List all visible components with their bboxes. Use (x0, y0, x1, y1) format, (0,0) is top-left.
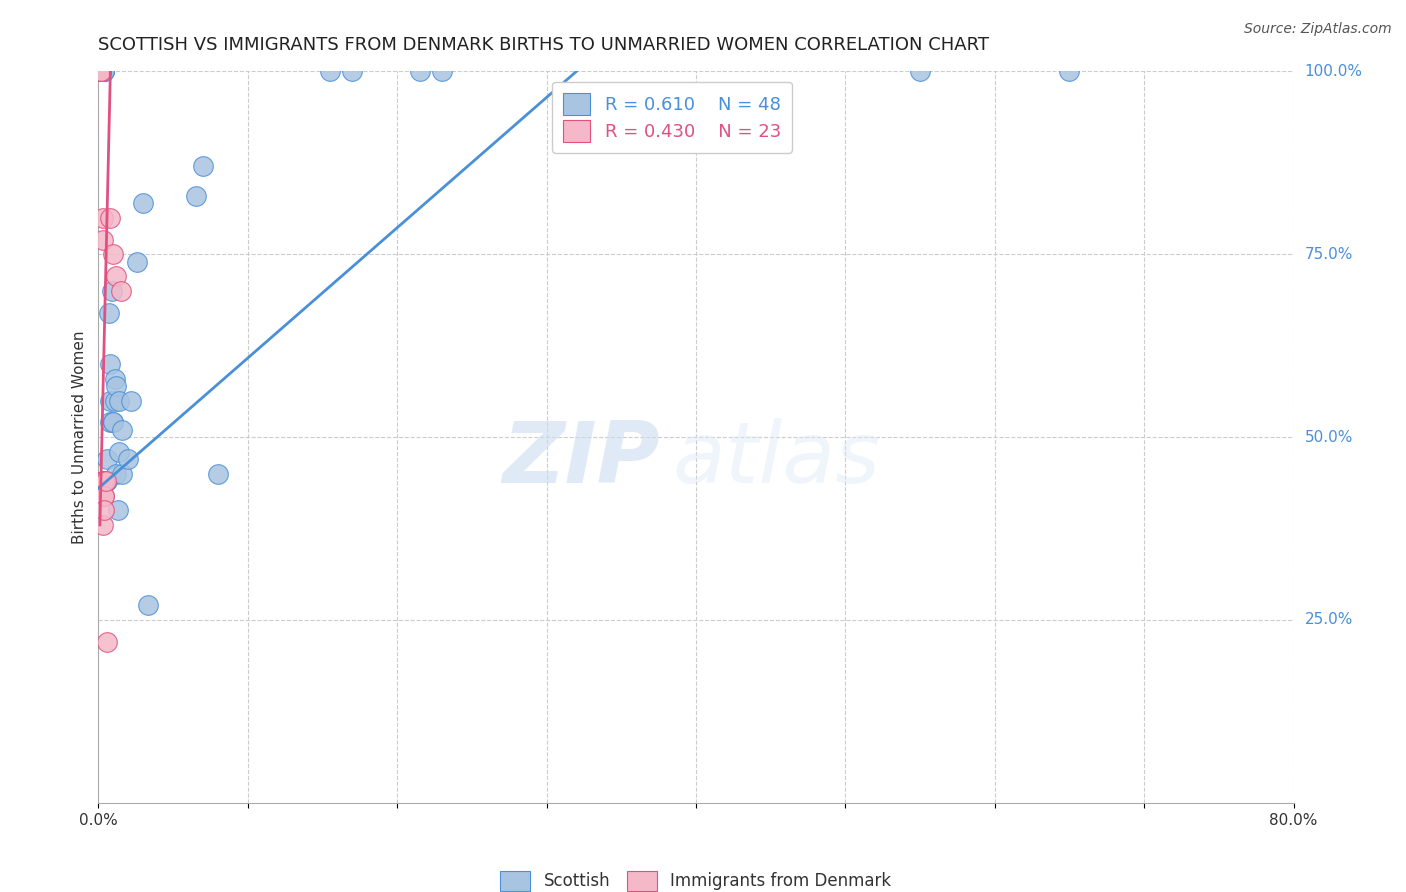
Point (127, 254, 149, 268)
Point (91, 489, 114, 503)
Point (90, 64, 112, 78)
Point (93, 474, 115, 488)
Point (207, 467, 229, 481)
Y-axis label: Births to Unmarried Women: Births to Unmarried Women (72, 330, 87, 544)
Point (94, 474, 117, 488)
Point (89, 64, 111, 78)
Point (184, 188, 207, 202)
Point (89, 64, 111, 78)
Point (90, 64, 112, 78)
Point (94, 474, 117, 488)
Point (117, 452, 139, 467)
Point (91, 64, 114, 78)
Point (1059, 64, 1081, 78)
Point (111, 467, 134, 481)
Point (408, 64, 430, 78)
Point (104, 393, 127, 408)
Point (101, 284, 124, 298)
Point (108, 444, 131, 458)
Point (103, 247, 125, 261)
Point (105, 269, 128, 284)
Point (93, 64, 115, 78)
Point (104, 371, 127, 385)
Point (91, 64, 114, 78)
Text: 25.0%: 25.0% (1305, 613, 1353, 627)
Point (98, 357, 122, 371)
Point (120, 393, 142, 408)
Point (430, 64, 453, 78)
Point (94, 474, 117, 488)
Text: Source: ZipAtlas.com: Source: ZipAtlas.com (1244, 22, 1392, 37)
Point (107, 503, 129, 517)
Point (91, 233, 114, 247)
Point (90, 64, 112, 78)
Point (91, 64, 114, 78)
Point (90, 64, 112, 78)
Point (105, 467, 128, 481)
Point (111, 423, 134, 437)
Point (93, 489, 115, 503)
Point (91, 517, 114, 532)
Point (103, 416, 125, 430)
Point (93, 503, 115, 517)
Point (97, 306, 120, 320)
Text: 75.0%: 75.0% (1305, 247, 1353, 261)
Point (105, 379, 128, 393)
Point (91, 474, 114, 488)
Point (132, 196, 155, 211)
Point (93, 64, 115, 78)
Point (98, 393, 122, 408)
Point (91, 211, 114, 225)
Text: atlas: atlas (672, 417, 880, 500)
Point (90, 64, 112, 78)
Text: 50.0%: 50.0% (1305, 430, 1353, 444)
Point (96, 635, 118, 649)
Point (91, 474, 114, 488)
Point (93, 64, 115, 78)
Point (908, 64, 931, 78)
Point (191, 160, 214, 174)
Point (103, 416, 125, 430)
Point (96, 452, 118, 467)
Text: SCOTTISH VS IMMIGRANTS FROM DENMARK BIRTHS TO UNMARRIED WOMEN CORRELATION CHART: SCOTTISH VS IMMIGRANTS FROM DENMARK BIRT… (98, 36, 990, 54)
Point (93, 489, 115, 503)
Point (94, 474, 117, 488)
Text: ZIP: ZIP (502, 417, 661, 500)
Point (90, 64, 112, 78)
Point (91, 474, 114, 488)
Point (96, 474, 118, 488)
Point (94, 474, 117, 488)
Point (319, 64, 342, 78)
Point (98, 211, 122, 225)
Point (93, 474, 115, 488)
Point (90, 64, 112, 78)
Point (342, 64, 364, 78)
Point (93, 64, 115, 78)
Point (98, 416, 122, 430)
Point (110, 284, 132, 298)
Text: 100.0%: 100.0% (1305, 64, 1362, 78)
Point (136, 599, 159, 613)
Legend: Scottish, Immigrants from Denmark: Scottish, Immigrants from Denmark (492, 863, 900, 892)
Point (90, 64, 112, 78)
Point (108, 393, 131, 408)
